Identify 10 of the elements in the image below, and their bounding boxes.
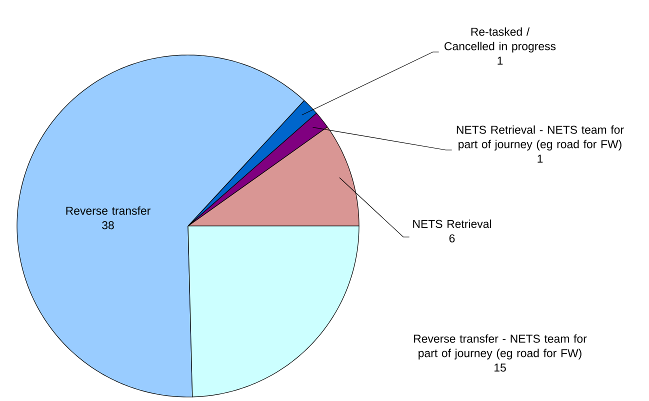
slice-label: NETS Retrieval - NETS team for part of journey (eg road for FW)	[456, 125, 624, 151]
data-label: 38	[102, 221, 114, 230]
data-label: 15	[494, 364, 506, 372]
data-label: 1	[538, 154, 543, 163]
slice-label: Reverse transfer	[66, 206, 150, 215]
slice-label: NETS Retrieval	[413, 220, 492, 228]
data-label: 6	[449, 234, 455, 242]
data-label: 1	[498, 56, 503, 65]
slice-label: Re-tasked / Cancelled in progress	[444, 27, 556, 53]
slice-label: Reverse transfer - NETS team for part of journey (eg road for FW)	[414, 334, 587, 360]
